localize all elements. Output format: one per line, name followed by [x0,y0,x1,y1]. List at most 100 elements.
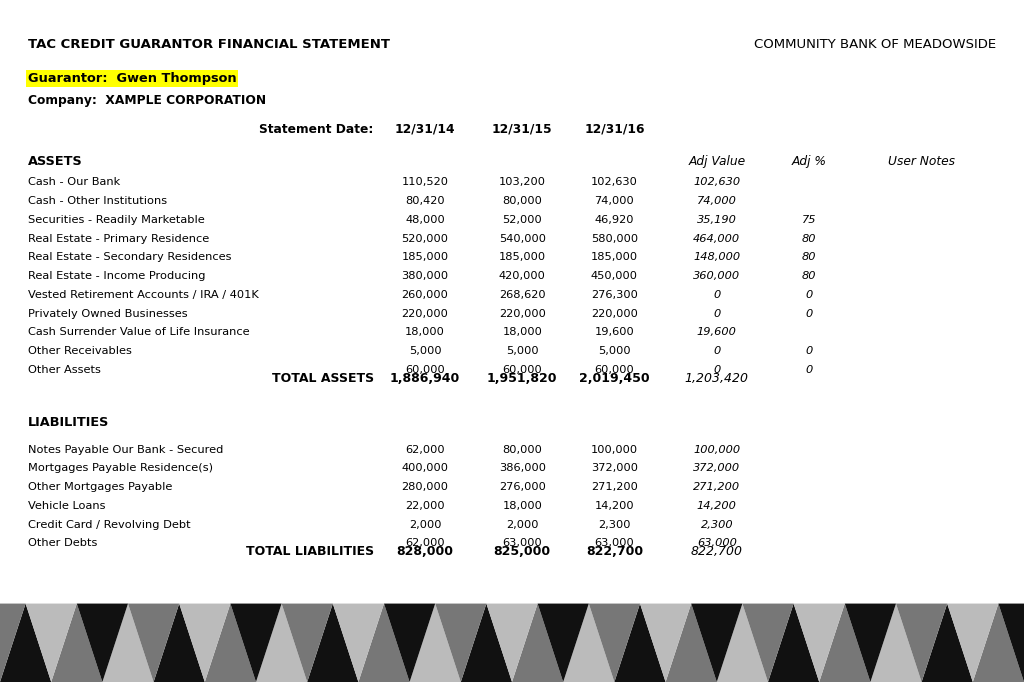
Text: TOTAL ASSETS: TOTAL ASSETS [271,372,374,385]
Text: Cash - Our Bank: Cash - Our Bank [28,177,120,188]
Text: 268,620: 268,620 [499,290,546,300]
Text: 18,000: 18,000 [503,501,542,511]
Text: 372,000: 372,000 [693,463,740,473]
Text: Other Debts: Other Debts [28,538,97,548]
Text: 1,203,420: 1,203,420 [685,372,749,385]
Text: 148,000: 148,000 [693,252,740,263]
Text: 12/31/16: 12/31/16 [584,123,645,136]
Text: 110,520: 110,520 [401,177,449,188]
Text: Statement Date:: Statement Date: [259,123,374,136]
Text: Securities - Readily Marketable: Securities - Readily Marketable [28,215,205,225]
Text: Company:  XAMPLE CORPORATION: Company: XAMPLE CORPORATION [28,94,266,107]
Polygon shape [128,604,179,682]
Text: 822,700: 822,700 [691,545,742,559]
Bar [0,0,1024,604]
Polygon shape [614,604,666,682]
Text: 372,000: 372,000 [591,463,638,473]
Text: LIABILITIES: LIABILITIES [28,416,109,429]
Polygon shape [998,604,1024,682]
Text: 276,300: 276,300 [591,290,638,300]
Text: 74,000: 74,000 [697,196,736,206]
Text: 220,000: 220,000 [499,308,546,318]
Text: Privately Owned Businesses: Privately Owned Businesses [28,308,187,318]
Polygon shape [870,604,922,682]
Text: User Notes: User Notes [888,155,955,168]
Text: 220,000: 220,000 [401,308,449,318]
Text: 100,000: 100,000 [693,445,740,455]
Text: 19,600: 19,600 [697,327,736,338]
Text: 0: 0 [805,365,813,375]
Text: Vested Retirement Accounts / IRA / 401K: Vested Retirement Accounts / IRA / 401K [28,290,258,300]
Text: 360,000: 360,000 [693,271,740,281]
Text: 18,000: 18,000 [503,327,542,338]
Polygon shape [230,604,282,682]
Polygon shape [486,604,538,682]
Text: 63,000: 63,000 [595,538,634,548]
Text: 100,000: 100,000 [591,445,638,455]
Text: Cash Surrender Value of Life Insurance: Cash Surrender Value of Life Insurance [28,327,249,338]
Text: Cash - Other Institutions: Cash - Other Institutions [28,196,167,206]
Text: Other Assets: Other Assets [28,365,100,375]
Polygon shape [768,604,819,682]
Text: 46,920: 46,920 [595,215,634,225]
Text: 102,630: 102,630 [591,177,638,188]
Polygon shape [384,604,435,682]
Polygon shape [333,604,384,682]
Text: 60,000: 60,000 [595,365,634,375]
Bar [0,0,1024,19]
Text: Other Receivables: Other Receivables [28,346,131,356]
Polygon shape [717,604,768,682]
Text: 62,000: 62,000 [406,538,444,548]
Text: Other Mortgages Payable: Other Mortgages Payable [28,482,172,492]
Text: 80: 80 [802,271,816,281]
Text: 2,300: 2,300 [598,520,631,530]
Text: 1,886,940: 1,886,940 [390,372,460,385]
Text: 260,000: 260,000 [401,290,449,300]
Text: 0: 0 [713,365,721,375]
Text: 19,600: 19,600 [595,327,634,338]
Text: 2,019,450: 2,019,450 [580,372,649,385]
Text: 52,000: 52,000 [503,215,542,225]
Text: 1,951,820: 1,951,820 [487,372,557,385]
Polygon shape [947,604,998,682]
Polygon shape [973,604,1024,682]
Text: Credit Card / Revolving Debt: Credit Card / Revolving Debt [28,520,190,530]
Text: 386,000: 386,000 [499,463,546,473]
Polygon shape [307,604,358,682]
Polygon shape [896,604,947,682]
Text: 2,000: 2,000 [506,520,539,530]
Text: COMMUNITY BANK OF MEADOWSIDE: COMMUNITY BANK OF MEADOWSIDE [755,38,996,50]
Text: 276,000: 276,000 [499,482,546,492]
Polygon shape [26,604,77,682]
Text: Notes Payable Our Bank - Secured: Notes Payable Our Bank - Secured [28,445,223,455]
Polygon shape [538,604,589,682]
Text: 185,000: 185,000 [499,252,546,263]
Polygon shape [666,604,717,682]
Text: 5,000: 5,000 [409,346,441,356]
Text: 0: 0 [805,308,813,318]
Text: 14,200: 14,200 [595,501,634,511]
Polygon shape [256,604,307,682]
Polygon shape [0,604,51,682]
Polygon shape [819,604,870,682]
Polygon shape [691,604,742,682]
Text: 22,000: 22,000 [406,501,444,511]
Text: 828,000: 828,000 [396,545,454,559]
Text: 48,000: 48,000 [406,215,444,225]
Text: 5,000: 5,000 [598,346,631,356]
Text: 74,000: 74,000 [595,196,634,206]
Text: Mortgages Payable Residence(s): Mortgages Payable Residence(s) [28,463,213,473]
Polygon shape [102,604,154,682]
Text: 280,000: 280,000 [401,482,449,492]
Polygon shape [77,604,128,682]
Text: 540,000: 540,000 [499,233,546,243]
Text: 2,300: 2,300 [700,520,733,530]
Text: TOTAL LIABILITIES: TOTAL LIABILITIES [246,545,374,559]
Polygon shape [51,604,102,682]
Text: 185,000: 185,000 [591,252,638,263]
Text: 75: 75 [802,215,816,225]
Polygon shape [282,604,333,682]
Polygon shape [358,604,410,682]
Text: 0: 0 [713,308,721,318]
Text: 271,200: 271,200 [591,482,638,492]
